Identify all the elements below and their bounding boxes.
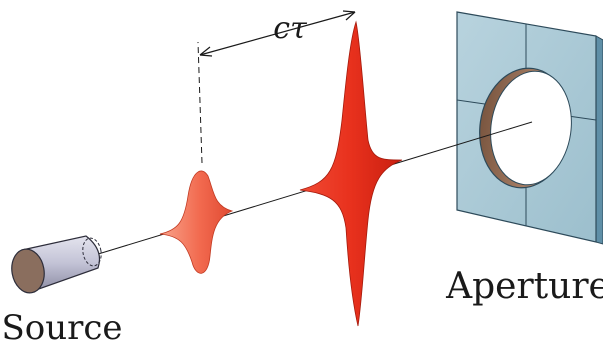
aperture-label: Aperture: [445, 266, 603, 307]
source-cylinder: [11, 235, 102, 294]
pulse-small: [159, 170, 234, 274]
delay-label: cτ: [273, 11, 307, 46]
pulse-large: [299, 20, 403, 327]
source-label: Source: [1, 308, 122, 345]
delay-arrow: [199, 10, 356, 57]
delay-guide-dashed: [197, 41, 203, 164]
aperture-plate: [456, 11, 603, 245]
